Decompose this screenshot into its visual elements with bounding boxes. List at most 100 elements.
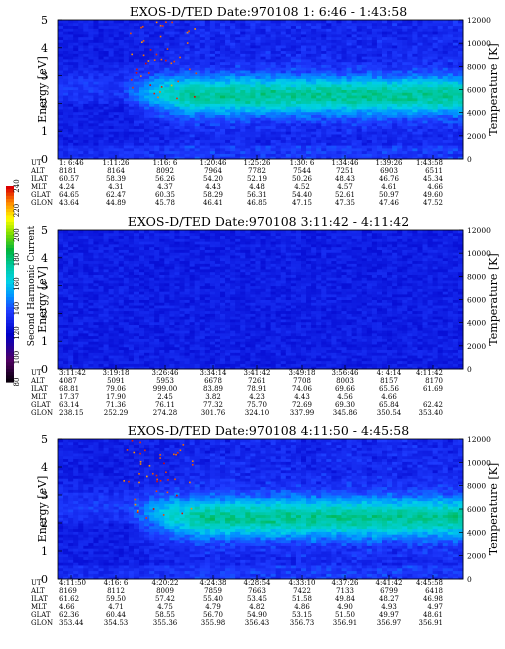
heatmap-cell: [225, 106, 231, 110]
heatmap-cell: [73, 95, 79, 99]
heatmap-cell: [83, 145, 89, 149]
heatmap-cell: [184, 53, 191, 57]
heatmap-cell: [285, 70, 292, 74]
heatmap-cell: [189, 95, 196, 99]
heatmap-cell: [204, 36, 211, 40]
heatmap-cell: [306, 125, 312, 129]
heatmap-cell: [295, 25, 302, 29]
heatmap-cell: [83, 136, 89, 141]
heatmap-cell: [326, 67, 332, 71]
heatmap-cell: [199, 70, 206, 74]
heatmap-cell: [123, 120, 130, 124]
heatmap-cell: [164, 89, 170, 93]
heatmap-cell: [255, 75, 261, 79]
heatmap-cell: [144, 33, 150, 38]
heatmap-cell: [93, 142, 99, 146]
heatmap-cell: [103, 125, 110, 129]
heatmap-cell: [417, 20, 423, 24]
heatmap-cell: [204, 108, 211, 113]
heatmap-cell: [285, 133, 292, 138]
heatmap-cell: [275, 72, 282, 77]
heatmap-cell: [209, 72, 216, 77]
heatmap-cell: [88, 106, 94, 110]
heatmap-cell: [83, 64, 89, 68]
heatmap-cell: [83, 125, 89, 129]
heatmap-cell: [123, 86, 130, 90]
heatmap-cell: [123, 33, 130, 38]
heatmap-cell: [169, 78, 175, 82]
heatmap-cell: [285, 39, 292, 43]
heatmap-cell: [214, 36, 221, 40]
heatmap-cell: [321, 106, 327, 110]
heatmap-cell: [306, 120, 312, 124]
heatmap-cell: [63, 100, 69, 104]
heatmap-cell: [68, 114, 74, 118]
heatmap-cell: [83, 100, 89, 104]
heatmap-cell: [230, 75, 236, 79]
heatmap-cell: [260, 33, 267, 38]
heatmap-cell: [154, 81, 160, 85]
heatmap-cell: [285, 117, 292, 121]
heatmap-cell: [235, 31, 241, 35]
heatmap-cell: [209, 33, 216, 38]
heatmap-cell: [265, 95, 272, 99]
heatmap-cell: [73, 147, 79, 152]
heatmap-cell: [235, 20, 241, 24]
heatmap-cell: [250, 31, 256, 35]
heatmap-cell: [306, 106, 312, 110]
heatmap-cell: [103, 92, 110, 96]
heatmap-cell: [230, 103, 236, 107]
heatmap-cell: [184, 128, 191, 132]
heatmap-cell: [123, 92, 130, 96]
heatmap-cell: [88, 50, 94, 54]
heatmap-cell: [68, 61, 74, 65]
heatmap-cell: [73, 70, 79, 74]
heatmap-cell: [174, 83, 180, 88]
heatmap-cell: [250, 108, 256, 113]
colorbar-cell: [6, 199, 14, 203]
heatmap-cell: [103, 42, 110, 46]
heatmap-cell: [265, 53, 272, 57]
heatmap-cell: [326, 33, 332, 38]
heatmap-cell: [225, 36, 231, 40]
heatmap-cell: [128, 133, 135, 138]
heatmap-cell: [179, 64, 186, 68]
heatmap-cell: [179, 97, 186, 102]
heatmap-cell: [260, 81, 267, 85]
heatmap-cell: [270, 103, 277, 107]
heatmap-cell: [220, 125, 226, 129]
heatmap-cell: [295, 70, 302, 74]
heatmap-cell: [209, 89, 216, 93]
heatmap-cell: [290, 86, 297, 90]
heatmap-cell: [159, 95, 165, 99]
heatmap-cell: [154, 92, 160, 96]
heatmap-cell: [240, 86, 246, 90]
heatmap-cell: [159, 133, 165, 138]
heatmap-cell: [184, 39, 191, 43]
heatmap-cell: [442, 20, 449, 24]
heatmap-cell: [83, 81, 89, 85]
heatmap-cell: [285, 75, 292, 79]
heatmap-cell: [88, 147, 94, 152]
heatmap-cell: [63, 89, 69, 93]
heatmap-cell: [220, 33, 226, 38]
heatmap-cell: [290, 133, 297, 138]
heatmap-cell: [265, 25, 272, 29]
heatmap-cell: [235, 156, 241, 160]
y-tick-label: 5: [41, 14, 48, 27]
heatmap-cell: [245, 75, 251, 79]
heatmap-cell: [133, 136, 140, 141]
heatmap-cell: [123, 156, 130, 160]
heatmap-cell: [174, 122, 180, 127]
heatmap-cell: [164, 120, 170, 124]
heatmap-cell: [128, 92, 135, 96]
heatmap-cell: [93, 31, 99, 35]
table-cell: 4.31: [108, 183, 124, 191]
heatmap-cell: [103, 111, 110, 116]
heatmap-cell: [301, 33, 307, 38]
heatmap-cell: [316, 111, 322, 116]
heatmap-cell: [265, 75, 272, 79]
heatmap-cell: [220, 53, 226, 57]
heatmap-noise-point: [136, 68, 138, 71]
heatmap-cell: [98, 36, 105, 40]
